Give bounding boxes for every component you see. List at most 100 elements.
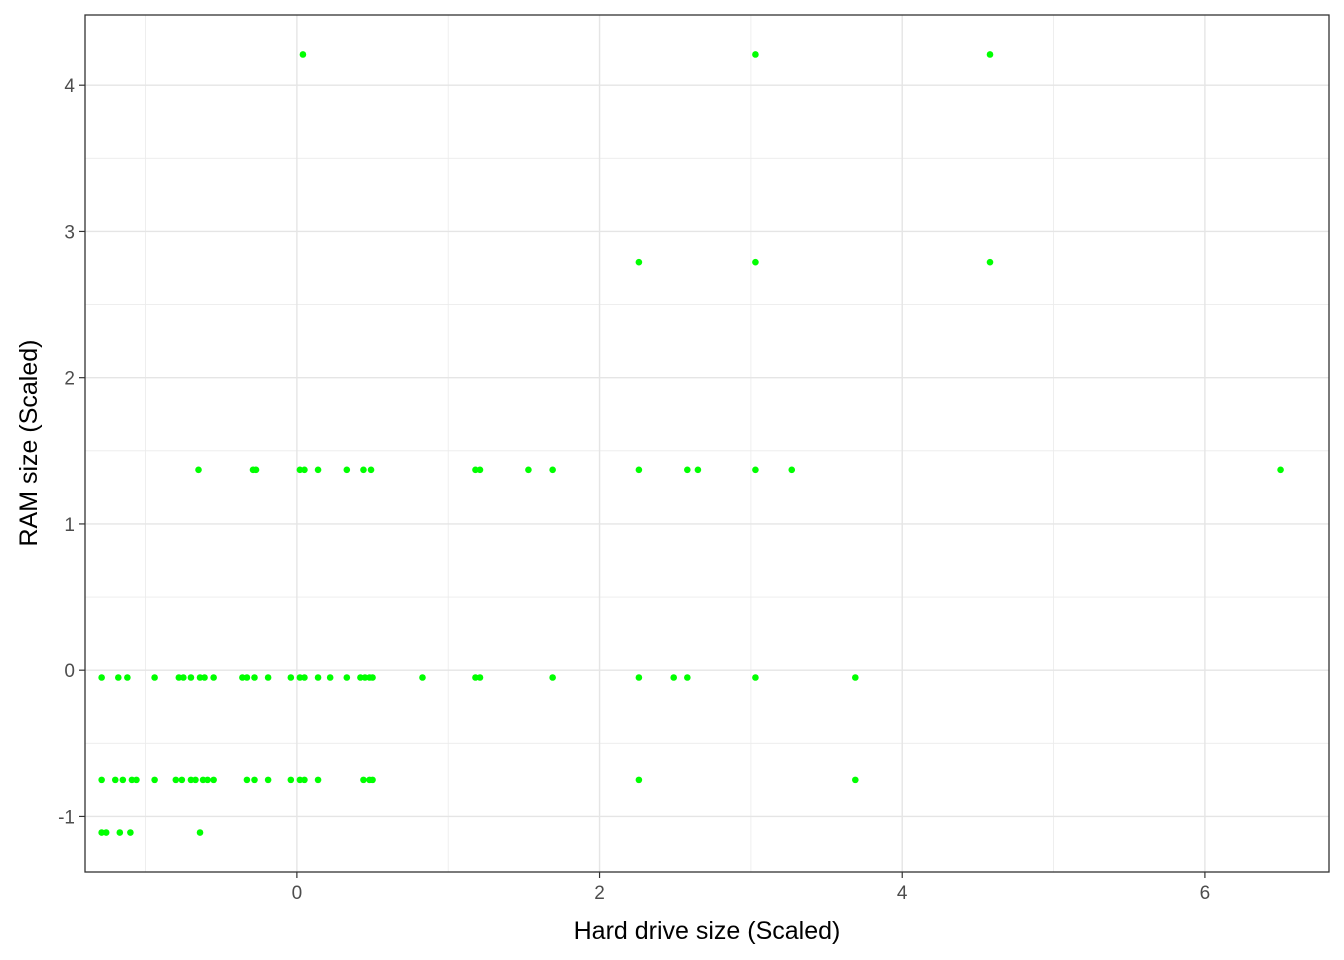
- data-point: [98, 776, 105, 784]
- data-point: [287, 674, 295, 681]
- data-point: [124, 674, 131, 681]
- y-tick-label: -1: [58, 807, 75, 828]
- x-tick-label: 0: [292, 883, 303, 904]
- x-tick-label: 6: [1200, 883, 1211, 904]
- data-point: [635, 258, 643, 266]
- data-point: [361, 674, 369, 681]
- data-point: [684, 466, 691, 474]
- data-point: [187, 674, 195, 681]
- data-point: [180, 674, 187, 681]
- data-point: [98, 674, 105, 681]
- data-point: [635, 674, 643, 681]
- data-point: [98, 829, 105, 836]
- data-point: [301, 466, 308, 474]
- plot-border: [84, 14, 1330, 873]
- data-point: [187, 776, 195, 784]
- data-point: [210, 674, 217, 681]
- x-tick-label: 2: [594, 883, 605, 904]
- data-point: [299, 51, 307, 58]
- data-point: [476, 466, 484, 474]
- data-point: [287, 776, 295, 784]
- data-point: [752, 674, 759, 681]
- data-point: [1277, 466, 1284, 474]
- data-point: [239, 674, 246, 681]
- data-point: [243, 674, 251, 681]
- y-axis-ticks: -1 0 1 2 3 4: [58, 76, 85, 828]
- data-point: [472, 466, 479, 474]
- data-point: [175, 674, 183, 681]
- x-axis-ticks: 0 2 4 6: [292, 872, 1211, 904]
- data-point: [196, 674, 204, 681]
- data-point: [419, 674, 426, 681]
- data-point: [116, 829, 124, 836]
- y-tick-label: 2: [64, 369, 75, 390]
- data-point: [549, 466, 556, 474]
- x-axis-title: Hard drive size (Scaled): [574, 917, 841, 945]
- data-points: [98, 51, 1284, 836]
- data-point: [314, 674, 322, 681]
- data-point: [360, 776, 367, 784]
- data-point: [252, 466, 260, 474]
- data-point: [684, 674, 691, 681]
- data-point: [788, 466, 796, 474]
- data-point: [192, 776, 199, 784]
- data-point: [264, 776, 272, 784]
- data-point: [357, 674, 364, 681]
- data-point: [102, 829, 110, 836]
- y-tick-label: 4: [64, 76, 75, 97]
- data-point: [133, 776, 140, 784]
- data-point: [369, 674, 376, 681]
- data-point: [296, 776, 304, 784]
- x-tick-label: 4: [897, 883, 908, 904]
- data-point: [151, 674, 158, 681]
- data-point: [128, 776, 136, 784]
- data-point: [251, 776, 258, 784]
- y-tick-label: 0: [64, 661, 75, 682]
- data-point: [326, 674, 334, 681]
- data-point: [114, 674, 122, 681]
- data-point: [525, 466, 532, 474]
- plot-background: [85, 15, 1329, 872]
- data-point: [343, 674, 351, 681]
- data-point: [472, 674, 479, 681]
- data-point: [752, 258, 759, 266]
- data-point: [343, 466, 351, 474]
- data-point: [201, 674, 208, 681]
- data-point: [476, 674, 484, 681]
- data-point: [549, 674, 556, 681]
- y-tick-label: 1: [64, 515, 75, 536]
- data-point: [670, 674, 678, 681]
- data-point: [986, 51, 994, 58]
- data-point: [852, 674, 859, 681]
- data-point: [178, 776, 186, 784]
- data-point: [752, 51, 759, 58]
- data-point: [199, 776, 207, 784]
- data-point: [635, 466, 643, 474]
- data-point: [752, 466, 759, 474]
- data-point: [111, 776, 119, 784]
- y-axis-title: RAM size (Scaled): [15, 340, 43, 547]
- data-point: [301, 674, 308, 681]
- data-point: [210, 776, 217, 784]
- data-point: [151, 776, 158, 784]
- data-point: [694, 466, 702, 474]
- data-point: [127, 829, 134, 836]
- minor-gridlines: [85, 15, 1329, 872]
- data-point: [195, 466, 202, 474]
- data-point: [852, 776, 859, 784]
- data-point: [243, 776, 251, 784]
- data-point: [314, 466, 322, 474]
- y-tick-label: 3: [64, 222, 75, 243]
- data-point: [196, 829, 204, 836]
- data-point: [314, 776, 322, 784]
- data-point: [204, 776, 211, 784]
- data-point: [369, 776, 376, 784]
- major-gridlines: [85, 15, 1329, 872]
- data-point: [296, 674, 304, 681]
- data-point: [360, 466, 367, 474]
- data-point: [986, 258, 994, 266]
- data-point: [301, 776, 308, 784]
- data-point: [367, 466, 375, 474]
- data-point: [635, 776, 643, 784]
